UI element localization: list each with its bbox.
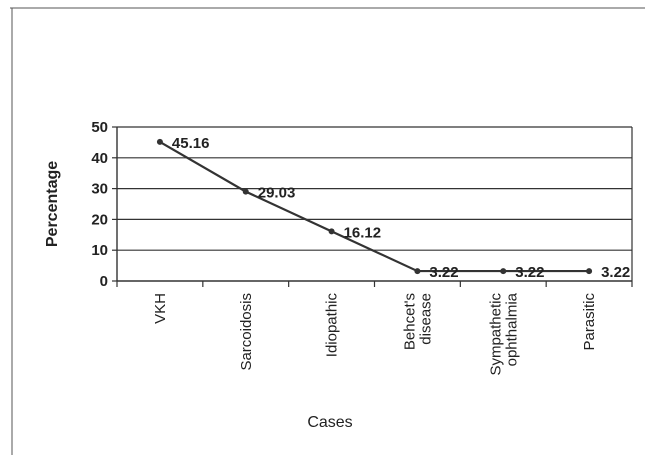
y-tick-label: 30 xyxy=(91,181,108,198)
x-tick-label-line: ophthalmia xyxy=(503,292,520,366)
x-tick-label-line: Sympathetic xyxy=(487,293,504,376)
data-label: 3.22 xyxy=(515,264,544,281)
x-tick-label-line: Sarcoidosis xyxy=(238,293,255,371)
series-layer xyxy=(156,138,593,275)
data-label: 3.22 xyxy=(601,264,630,281)
y-tick-labels: 0 10 20 30 40 50 xyxy=(91,119,108,290)
x-tick-label: Idiopathic xyxy=(324,293,341,358)
data-labels: 45.16 29.03 16.12 3.22 3.22 3.22 xyxy=(172,135,630,281)
x-tick-label: Parasitic xyxy=(581,293,598,351)
y-tick-label: 10 xyxy=(91,242,108,259)
x-tick-labels: VKH Sarcoidosis Idiopathic Behcet'sdisease S… xyxy=(152,292,598,375)
x-tick-label-line: Parasitic xyxy=(581,293,598,351)
data-label: 29.03 xyxy=(258,185,296,202)
y-tick-label: 40 xyxy=(91,150,108,167)
x-tick-label-line: disease xyxy=(417,293,434,345)
data-point xyxy=(242,188,249,195)
x-tick-label: Sympatheticophthalmia xyxy=(487,292,520,375)
x-tick-label: Behcet'sdisease xyxy=(401,293,434,350)
x-tick-label: VKH xyxy=(152,293,169,324)
data-label: 45.16 xyxy=(172,135,210,152)
series-line xyxy=(159,140,590,273)
y-tick-label: 20 xyxy=(91,211,108,228)
x-tick-label-line: Idiopathic xyxy=(324,293,341,358)
data-point xyxy=(328,228,335,235)
data-point xyxy=(156,138,163,145)
data-point xyxy=(586,268,593,275)
x-axis-label: Cases xyxy=(307,414,352,431)
data-label: 16.12 xyxy=(344,224,382,241)
data-label: 3.22 xyxy=(429,264,458,281)
x-tick-label-line: Behcet's xyxy=(401,293,418,350)
data-point xyxy=(414,268,421,275)
y-axis-label: Percentage xyxy=(44,161,61,247)
x-tick-label: Sarcoidosis xyxy=(238,293,255,371)
x-tick-label-line: VKH xyxy=(152,293,169,324)
y-tick-label: 50 xyxy=(91,119,108,136)
axes xyxy=(112,126,633,287)
data-point xyxy=(500,268,507,275)
y-tick-label: 0 xyxy=(100,273,108,290)
